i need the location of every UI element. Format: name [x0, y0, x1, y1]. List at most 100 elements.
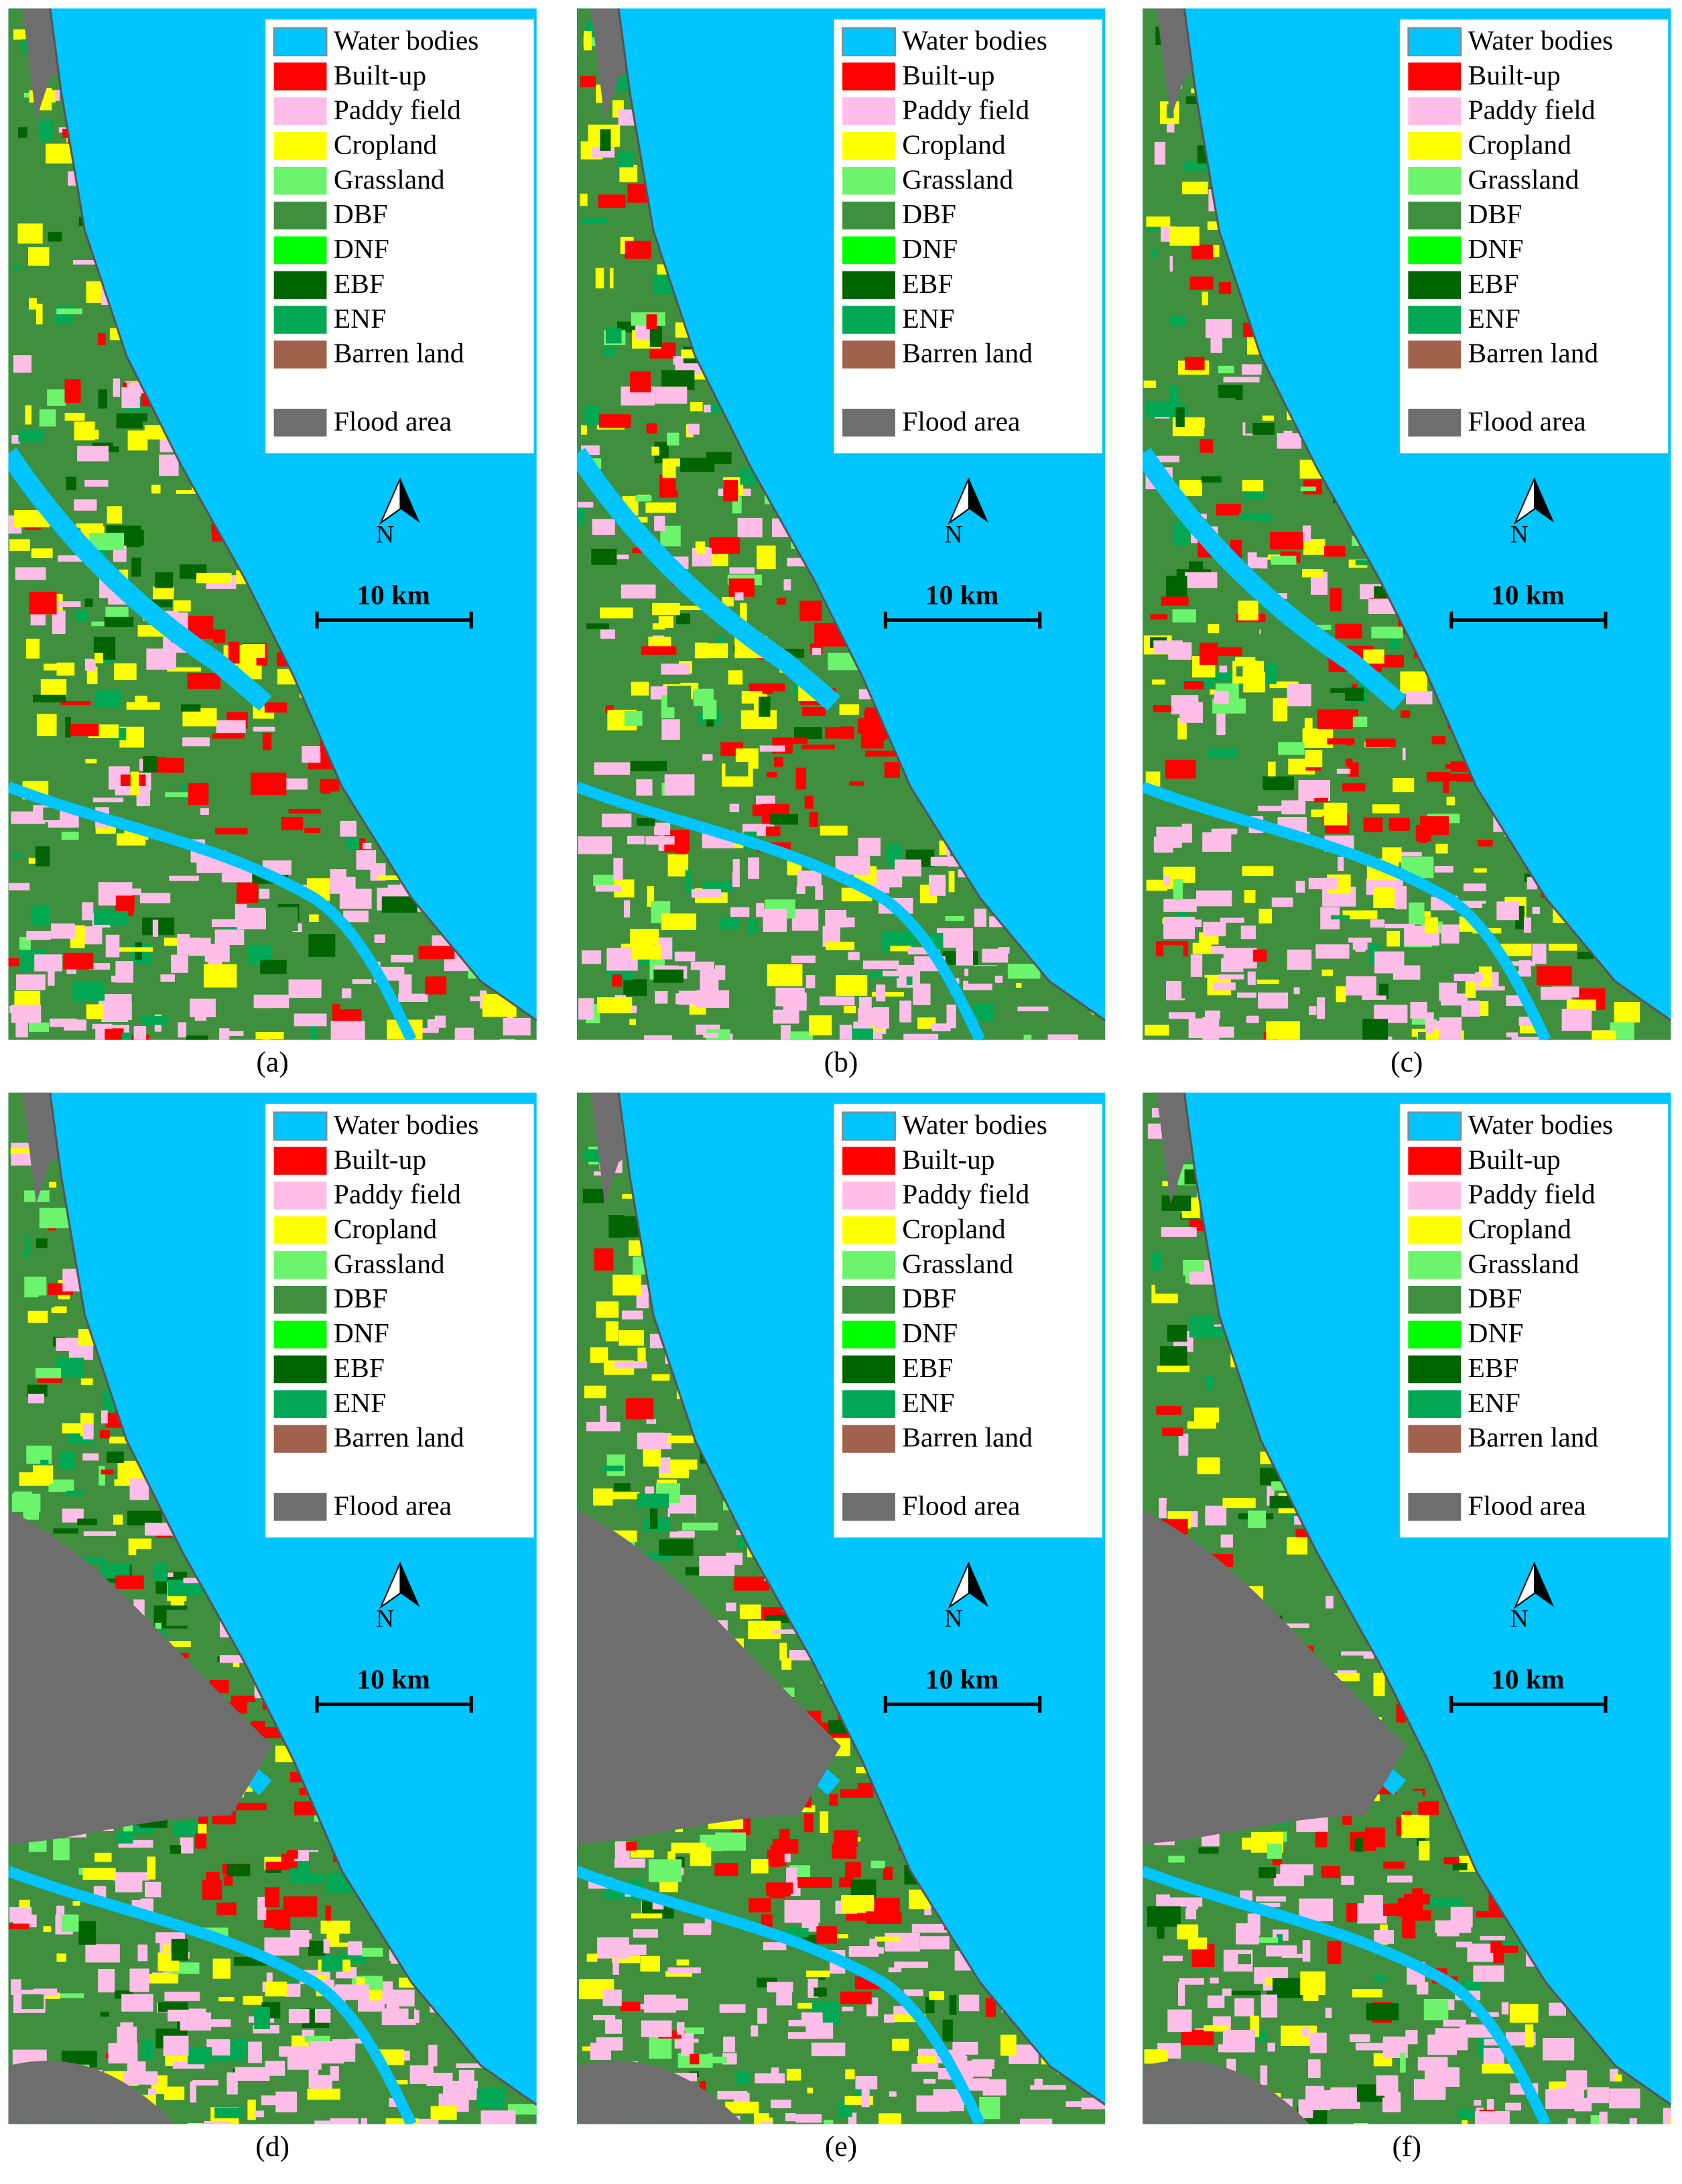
land-patch — [31, 548, 53, 558]
land-patch — [777, 598, 787, 605]
land-patch — [235, 2067, 270, 2081]
land-patch — [121, 1994, 153, 2012]
land-patch — [655, 991, 668, 1004]
land-patch — [35, 846, 50, 866]
legend-swatch — [273, 1425, 327, 1453]
land-patch — [212, 1958, 231, 1979]
land-patch — [165, 792, 188, 797]
land-patch — [170, 1845, 181, 1854]
land-patch — [430, 2106, 457, 2120]
land-patch — [131, 557, 141, 577]
land-patch — [17, 127, 27, 138]
land-patch — [374, 934, 385, 943]
land-patch — [1457, 2109, 1474, 2119]
land-patch — [167, 667, 201, 672]
land-patch — [43, 807, 60, 821]
land-patch — [869, 1938, 877, 1955]
land-patch — [600, 129, 611, 151]
land-patch — [1386, 931, 1400, 947]
land-patch — [1409, 902, 1425, 925]
land-patch — [1397, 852, 1422, 856]
legend-swatch — [273, 1111, 328, 1141]
land-patch — [56, 1953, 66, 1962]
land-patch — [121, 387, 140, 409]
land-patch — [631, 761, 667, 771]
land-patch — [972, 2059, 992, 2077]
land-patch — [651, 1374, 670, 1381]
land-patch — [434, 1015, 446, 1028]
land-patch — [117, 947, 153, 952]
land-patch — [596, 997, 633, 1013]
land-patch — [766, 1882, 793, 1894]
land-patch — [190, 2081, 196, 2103]
land-patch — [621, 1310, 643, 1320]
land-patch — [1218, 365, 1234, 374]
land-patch — [728, 670, 743, 685]
land-patch — [1210, 1977, 1219, 1984]
land-patch — [958, 869, 966, 878]
land-patch — [1102, 1364, 1106, 1387]
land-patch — [690, 961, 714, 970]
land-patch — [262, 732, 272, 751]
land-patch — [127, 2061, 146, 2073]
land-patch — [64, 413, 85, 421]
land-patch — [499, 1039, 515, 1040]
land-patch — [43, 1926, 52, 1933]
land-patch — [391, 954, 413, 963]
land-patch — [593, 875, 617, 886]
land-patch — [865, 724, 886, 741]
land-patch — [722, 596, 734, 606]
land-patch — [107, 506, 123, 524]
land-patch — [9, 1907, 32, 1923]
land-patch — [1479, 966, 1492, 988]
land-patch — [683, 1923, 712, 1935]
land-patch — [1341, 1876, 1354, 1885]
land-patch — [659, 474, 678, 498]
land-patch — [578, 836, 612, 854]
legend-label: Barren land — [1468, 338, 1599, 369]
legend-swatch — [842, 408, 895, 437]
land-patch — [667, 686, 692, 708]
land-patch — [1103, 1521, 1106, 1537]
land-patch — [1177, 718, 1187, 740]
land-patch — [747, 918, 757, 934]
land-patch — [1342, 783, 1366, 791]
legend-swatch — [273, 306, 327, 334]
land-patch — [533, 660, 537, 683]
land-patch — [16, 974, 46, 990]
legend-swatch — [842, 201, 895, 230]
legend-label: Flood area — [902, 1490, 1020, 1521]
land-patch — [14, 990, 41, 1006]
land-patch — [807, 2087, 813, 2094]
land-patch — [883, 970, 913, 976]
land-patch — [11, 1493, 41, 1512]
land-patch — [703, 1033, 719, 1038]
land-patch — [1197, 1457, 1220, 1474]
land-patch — [105, 934, 120, 958]
land-patch — [1505, 2102, 1521, 2111]
land-patch — [725, 762, 749, 777]
land-patch — [149, 1974, 179, 1984]
land-patch — [1153, 705, 1185, 712]
land-patch — [1439, 982, 1457, 1001]
legend-label: DBF — [902, 1283, 956, 1313]
land-patch — [1206, 748, 1238, 757]
land-patch — [816, 1926, 838, 1944]
land-patch — [605, 2019, 622, 2034]
land-patch — [407, 1028, 439, 1033]
land-patch — [1185, 572, 1218, 588]
land-patch — [1220, 828, 1237, 835]
land-patch — [1289, 586, 1298, 597]
land-patch — [1302, 728, 1334, 749]
land-patch — [174, 1821, 200, 1836]
land-patch — [123, 2071, 158, 2085]
land-patch — [98, 1969, 115, 1993]
land-patch — [82, 899, 94, 921]
land-patch — [1252, 423, 1275, 435]
land-patch — [644, 1994, 676, 2013]
land-patch — [1548, 944, 1577, 951]
land-patch — [1181, 977, 1208, 999]
land-patch — [1417, 2057, 1448, 2071]
land-patch — [783, 992, 807, 1011]
legend-label: Cropland — [902, 1213, 1006, 1244]
